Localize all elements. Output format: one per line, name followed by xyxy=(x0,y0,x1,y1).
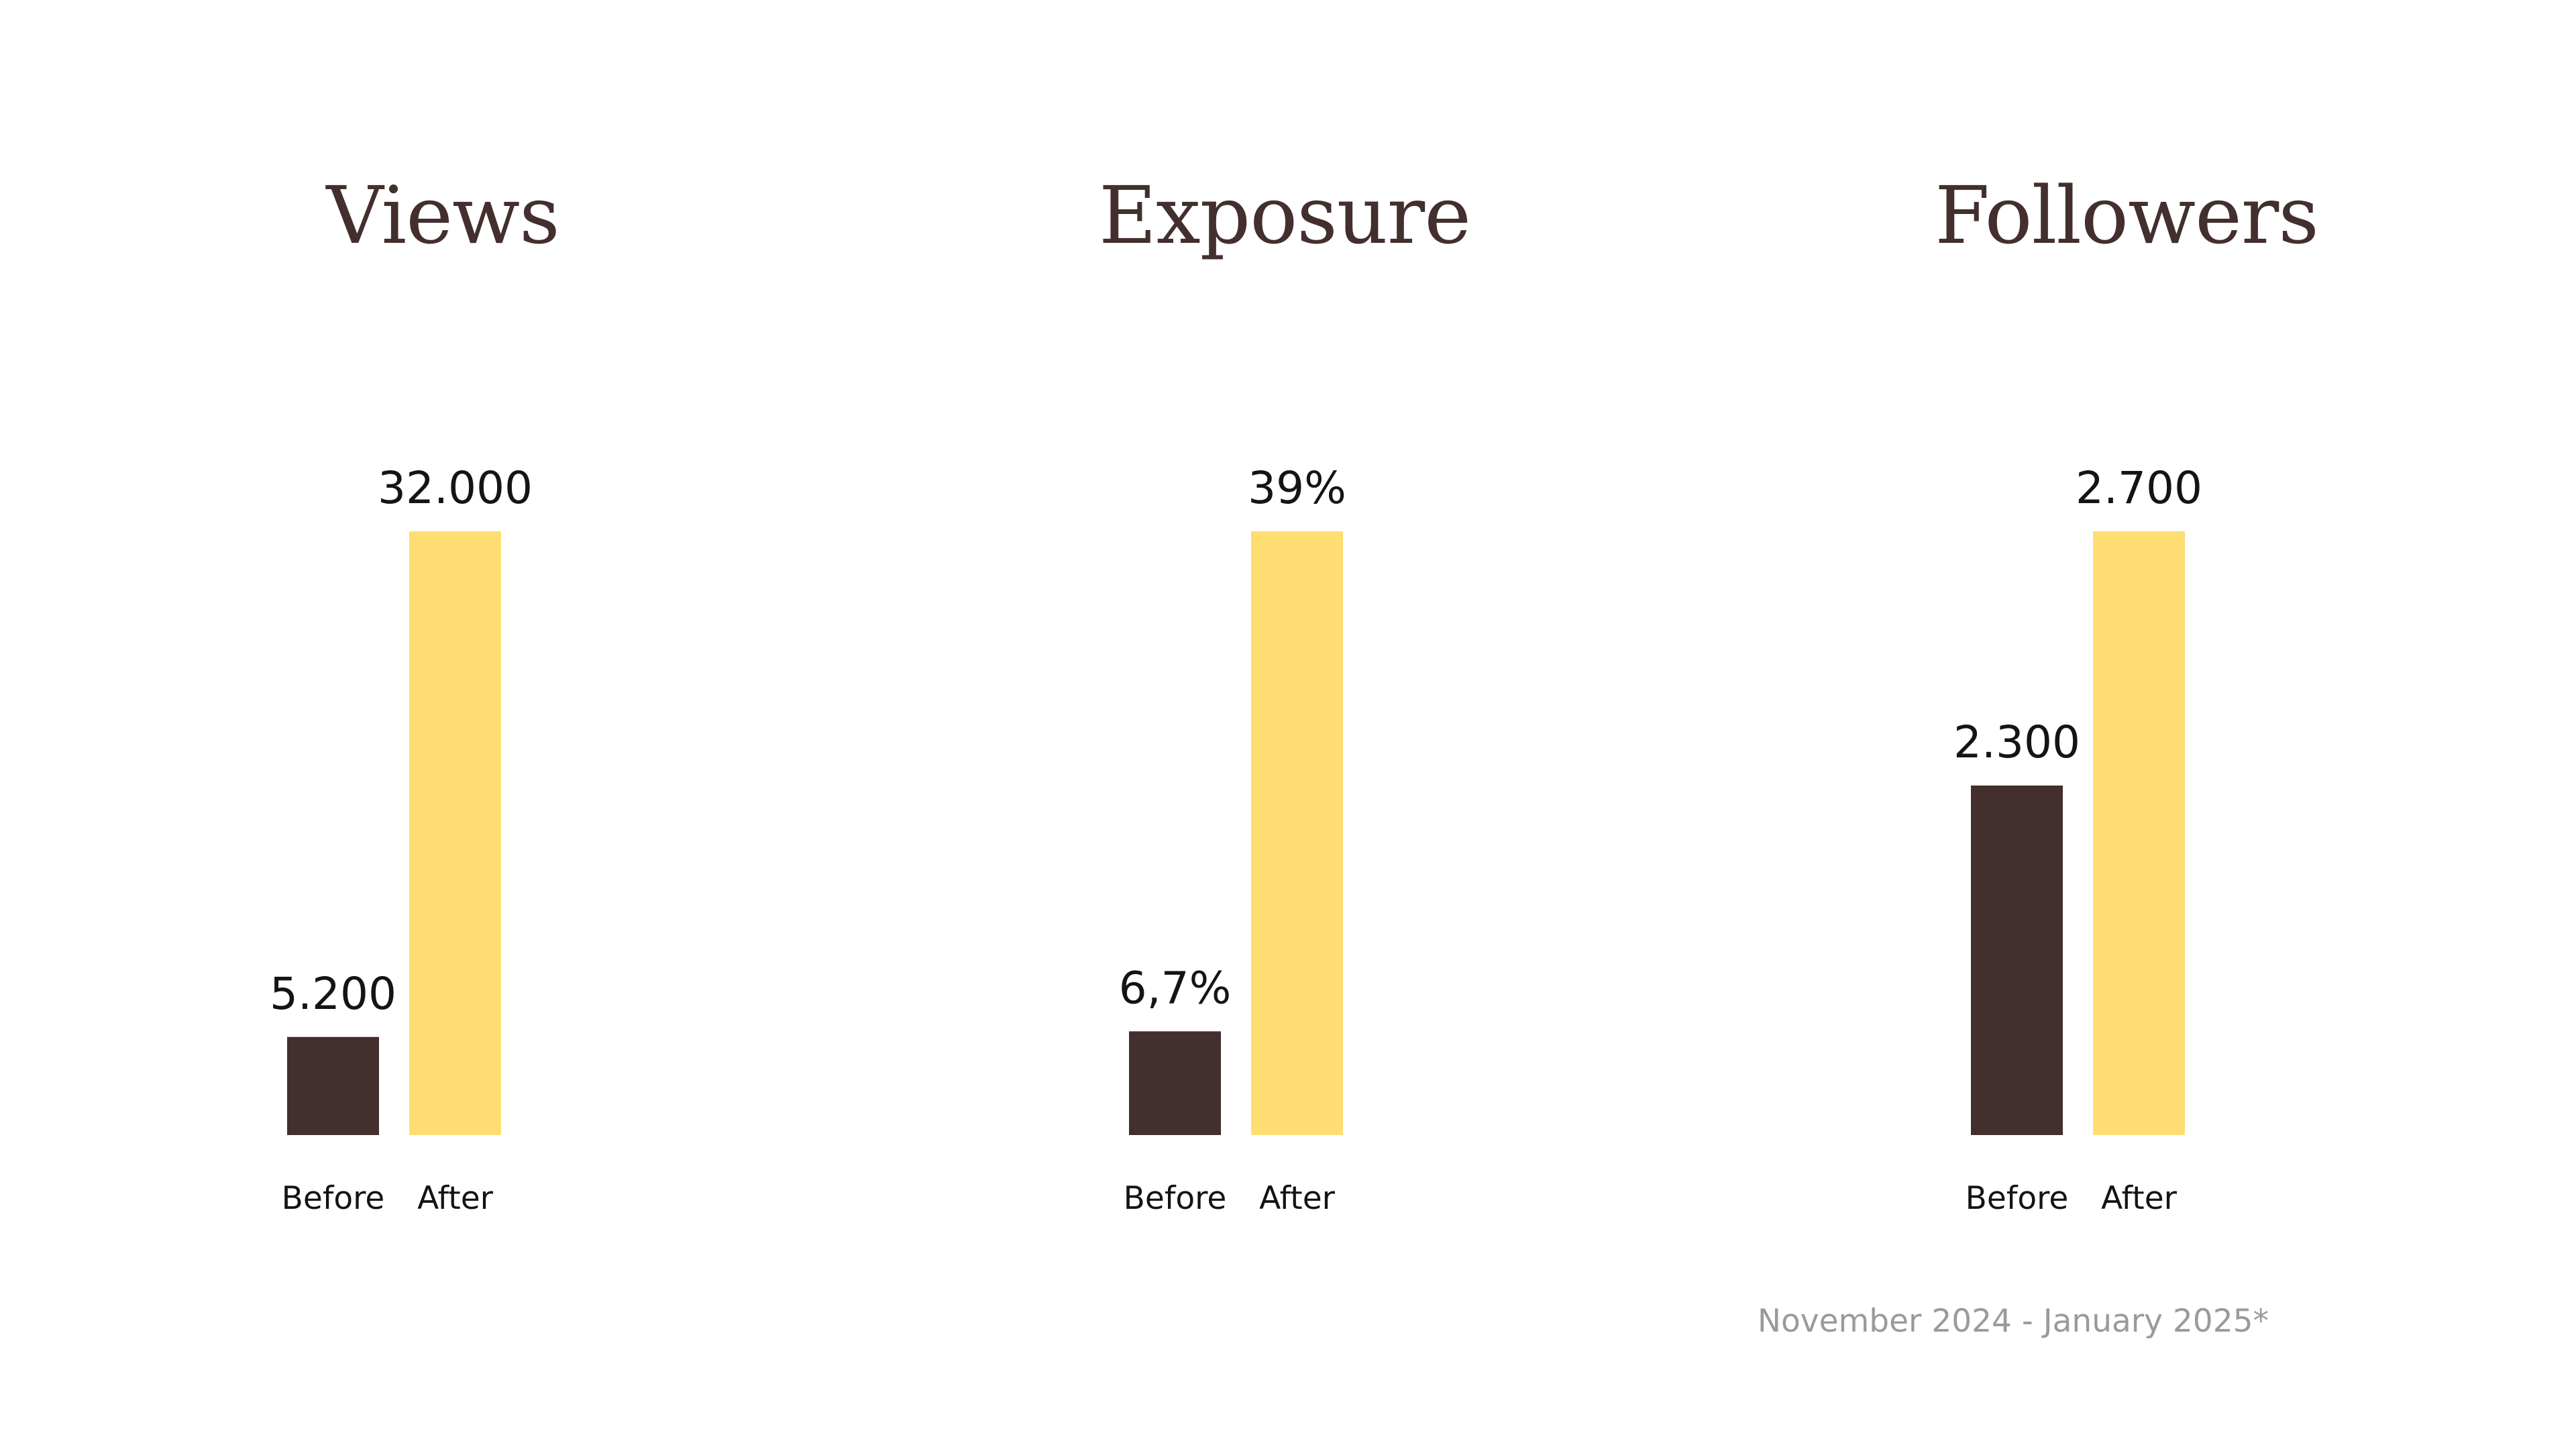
value-label: 2.300 xyxy=(1953,716,2080,768)
bar-before xyxy=(1971,785,2063,1135)
category-label: After xyxy=(2101,1180,2178,1217)
value-label: 6,7% xyxy=(1119,962,1232,1014)
chart-views: Views 5.200 Before 32.000 After xyxy=(270,169,560,1217)
bar-after xyxy=(2093,531,2185,1135)
bar-charts-group: Views 5.200 Before 32.000 After Exposure 6,7% B… xyxy=(270,169,2319,1217)
chart-title: Exposure xyxy=(1099,169,1470,262)
category-label: Before xyxy=(282,1180,385,1217)
chart-title: Followers xyxy=(1935,169,2318,262)
bar-before xyxy=(287,1036,379,1135)
value-label: 39% xyxy=(1248,462,1346,514)
category-label: Before xyxy=(1124,1180,1227,1217)
bar-before xyxy=(1129,1031,1221,1135)
value-label: 5.200 xyxy=(270,968,396,1020)
bar-after xyxy=(409,531,501,1135)
category-label: After xyxy=(417,1180,494,1217)
value-label: 2.700 xyxy=(2076,462,2202,514)
chart-followers: Followers 2.300 Before 2.700 After xyxy=(1935,169,2319,1217)
date-range-footnote: November 2024 - January 2025* xyxy=(1758,1303,2269,1340)
bar-after xyxy=(1251,531,1343,1135)
category-label: Before xyxy=(1966,1180,2069,1217)
value-label: 32.000 xyxy=(378,462,533,514)
chart-title: Views xyxy=(325,169,559,262)
category-label: After xyxy=(1259,1180,1336,1217)
chart-exposure: Exposure 6,7% Before 39% After xyxy=(1099,169,1471,1217)
